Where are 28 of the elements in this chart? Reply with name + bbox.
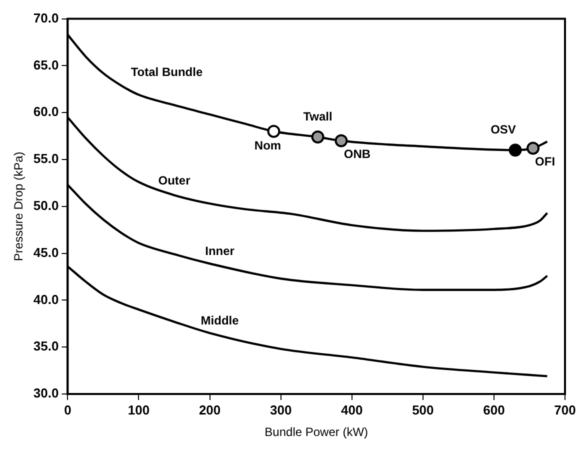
annotation: Nom	[254, 138, 282, 153]
x-tick-label: 0	[64, 402, 72, 418]
x-tick-label: 300	[270, 402, 292, 418]
y-tick-label: 35.0	[33, 338, 59, 354]
x-tick-label: 200	[198, 402, 221, 418]
x-tick-label: 700	[554, 402, 576, 418]
series-label: Middle	[200, 313, 240, 328]
annotation: ONB	[344, 147, 371, 162]
series-label: Outer	[158, 173, 191, 188]
annotation: OSV	[490, 122, 516, 136]
x-axis-title: Bundle Power (kW)	[264, 425, 368, 440]
series-label: Total Bundle	[130, 65, 203, 80]
y-tick-label: 70.0	[33, 10, 59, 26]
series-label: Inner	[205, 244, 235, 258]
y-tick-label: 60.0	[33, 104, 59, 120]
annotation: OFI	[535, 154, 556, 169]
annotation: Twall	[303, 109, 332, 124]
y-axis-title: Pressure Drop (kPa)	[12, 152, 26, 262]
y-tick-label: 45.0	[33, 244, 59, 260]
x-tick-label: 400	[341, 402, 363, 418]
y-tick-label: 30.0	[33, 386, 59, 401]
x-tick-label: 500	[412, 402, 434, 418]
x-tick-label: 600	[483, 402, 505, 418]
y-tick-label: 40.0	[33, 292, 59, 307]
y-tick-label: 55.0	[33, 151, 59, 166]
y-tick-label: 65.0	[33, 57, 59, 72]
x-tick-label: 100	[128, 402, 150, 418]
y-tick-label: 50.0	[33, 198, 59, 213]
